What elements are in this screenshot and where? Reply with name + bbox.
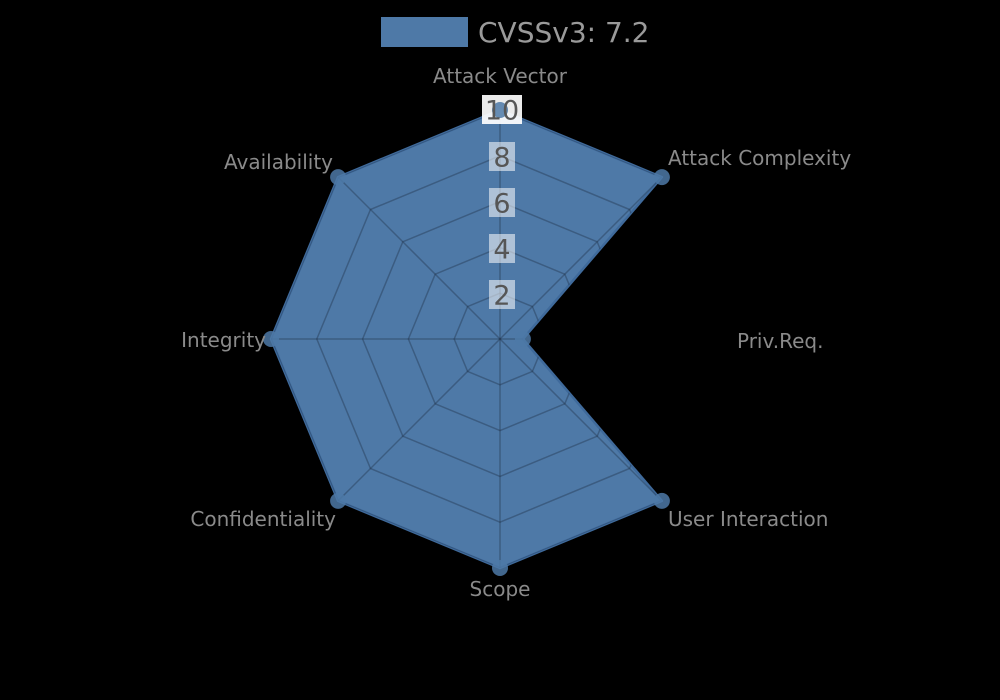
legend-label: CVSSv3: 7.2 — [478, 16, 650, 49]
tick-box-2 — [489, 280, 515, 309]
vertex-marker-6 — [263, 331, 279, 347]
tick-box-8 — [489, 142, 515, 171]
category-label-confidentiality: Confidentiality — [190, 507, 336, 531]
tick-label-6: 6 — [493, 188, 510, 219]
category-label-scope: Scope — [470, 577, 531, 601]
tick-label-4: 4 — [493, 234, 510, 265]
category-label-integrity: Integrity — [181, 328, 266, 352]
category-label-availability: Availability — [224, 150, 333, 174]
tick-box-6 — [489, 188, 515, 217]
vertex-marker-4 — [492, 560, 508, 576]
category-label-user-interaction: User Interaction — [668, 507, 828, 531]
tick-label-2: 2 — [493, 280, 510, 311]
radar-vertex-markers — [263, 102, 670, 576]
vertex-marker-1 — [653, 169, 670, 186]
tick-label-10: 10 — [485, 95, 519, 126]
vertex-marker-7 — [330, 169, 347, 186]
vertex-marker-3 — [653, 492, 670, 509]
tick-box-4 — [489, 234, 515, 263]
vertex-marker-2 — [514, 331, 531, 347]
category-label-attack-complexity: Attack Complexity — [668, 146, 851, 170]
legend: CVSSv3: 7.2 — [381, 16, 650, 49]
tick-label-8: 8 — [493, 142, 510, 173]
category-label-attack-vector: Attack Vector — [433, 64, 568, 88]
radar-grid — [271, 110, 662, 568]
legend-swatch — [381, 17, 468, 47]
vertex-marker-0 — [492, 102, 508, 118]
category-label-priv-req: Priv.Req. — [737, 329, 823, 353]
vertex-marker-5 — [330, 492, 347, 509]
